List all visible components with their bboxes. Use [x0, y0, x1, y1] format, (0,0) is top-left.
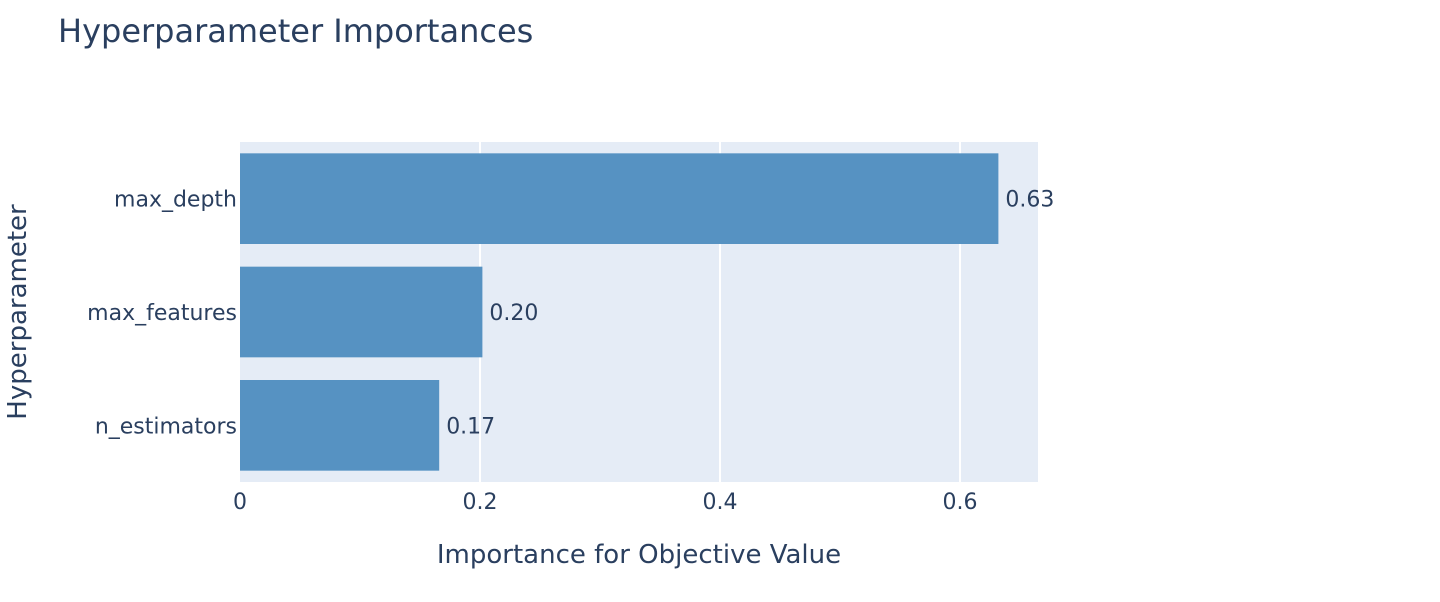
y-tick-label: max_features	[87, 301, 237, 326]
x-tick-labels: 0 0.2 0.4 0.6	[233, 490, 978, 515]
chart-title: Hyperparameter Importances	[58, 12, 533, 50]
y-axis-label: Hyperparameter	[3, 204, 33, 420]
bar-n_estimators	[240, 380, 440, 471]
data-label: 0.63	[1005, 188, 1054, 213]
data-labels: 0.63 0.20 0.17	[446, 188, 1054, 440]
x-tick-label: 0.6	[943, 490, 978, 515]
y-tick-labels: max_depth max_features n_estimators	[87, 188, 237, 440]
data-label: 0.20	[489, 301, 538, 326]
y-tick-label: max_depth	[114, 188, 237, 213]
x-axis-label: Importance for Objective Value	[437, 540, 841, 570]
bars	[240, 153, 999, 471]
x-tick-label: 0	[233, 490, 247, 515]
bar-max_depth	[240, 153, 999, 244]
y-tick-label: n_estimators	[95, 414, 237, 439]
data-label: 0.17	[446, 414, 495, 439]
x-tick-label: 0.4	[703, 490, 738, 515]
x-tick-label: 0.2	[463, 490, 498, 515]
bar-max_features	[240, 266, 483, 358]
